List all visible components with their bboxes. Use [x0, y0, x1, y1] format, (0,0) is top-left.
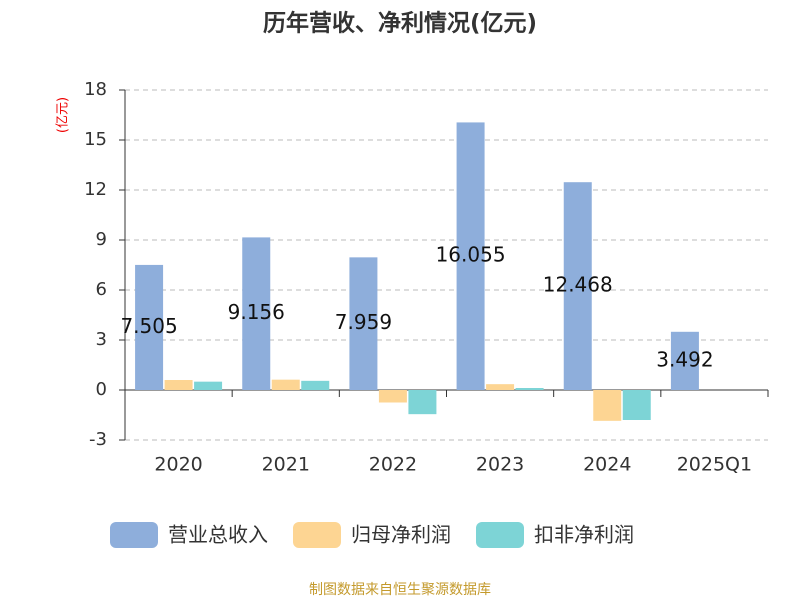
data-label: 9.156: [228, 300, 285, 324]
data-label: 12.468: [543, 273, 613, 297]
legend-swatch: [110, 522, 158, 548]
bar: [301, 380, 330, 390]
y-tick-label: 9: [96, 229, 107, 250]
x-tick-label: 2024: [583, 454, 631, 476]
y-tick-label: 18: [84, 79, 107, 100]
bar: [670, 331, 699, 390]
data-label: 7.505: [120, 314, 177, 338]
x-tick-label: 2021: [262, 454, 310, 476]
legend-swatch: [476, 522, 524, 548]
bar: [194, 381, 223, 390]
bar: [135, 264, 164, 390]
legend-label: 归母净利润: [351, 523, 451, 547]
bar: [164, 380, 193, 390]
legend-label: 扣非净利润: [534, 523, 634, 547]
y-tick-label: 12: [84, 179, 107, 200]
bar: [486, 384, 515, 390]
bar: [622, 390, 651, 420]
y-tick-label: 3: [96, 329, 107, 350]
legend-swatch: [293, 522, 341, 548]
x-tick-label: 2023: [476, 454, 524, 476]
x-tick-label: 2020: [154, 454, 202, 476]
bar: [456, 122, 485, 391]
bar: [378, 390, 407, 403]
data-label: 7.959: [335, 310, 392, 334]
x-tick-label: 2025Q1: [677, 454, 752, 476]
bar: [242, 237, 271, 390]
y-tick-label: 6: [96, 279, 107, 300]
bar: [515, 388, 544, 390]
bar: [408, 390, 437, 415]
y-tick-label: 15: [84, 129, 107, 150]
bar: [593, 390, 622, 421]
y-axis-label: (亿元): [56, 97, 71, 133]
source-note: 制图数据来自恒生聚源数据库: [309, 582, 491, 598]
bar: [563, 182, 592, 390]
y-tick-label: -3: [89, 429, 107, 450]
chart-title: 历年营收、净利情况(亿元): [263, 10, 537, 37]
legend-label: 营业总收入: [168, 523, 268, 547]
bar: [271, 379, 300, 390]
bar: [349, 257, 378, 390]
data-label: 16.055: [436, 243, 506, 267]
data-label: 3.492: [656, 347, 713, 371]
x-tick-label: 2022: [369, 454, 417, 476]
y-tick-label: 0: [96, 379, 107, 400]
